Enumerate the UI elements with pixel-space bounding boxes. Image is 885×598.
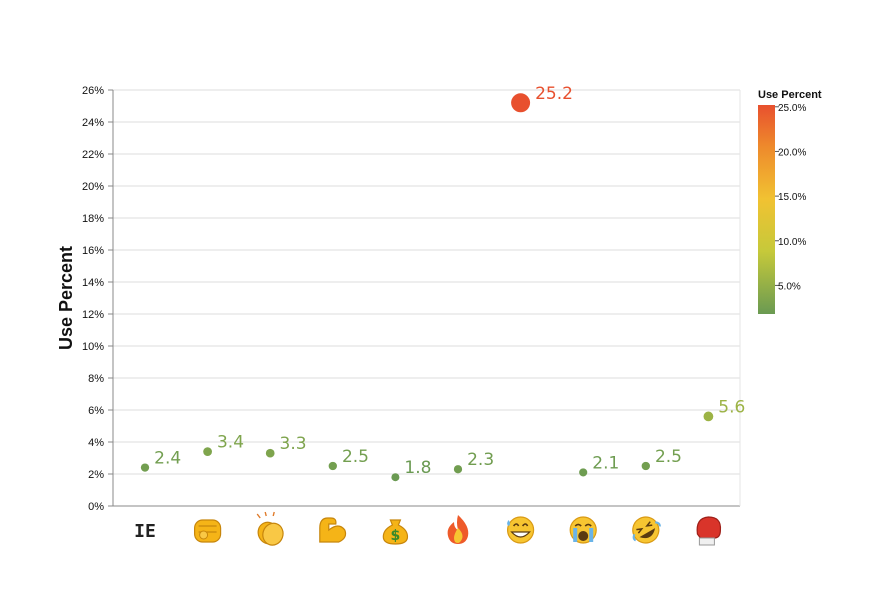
data-label: 2.3: [467, 450, 494, 470]
rolling-on-floor-laughing-emoji-icon: [632, 516, 661, 544]
y-axis-title: Use Percent: [56, 246, 76, 350]
y-tick-label: 20%: [82, 181, 104, 193]
legend-tick-label: 15.0%: [778, 192, 806, 203]
data-point: [511, 93, 531, 113]
data-label: 2.1: [592, 453, 619, 473]
legend-ticks: 25.0% 20.0% 15.0% 10.0% 5.0%: [775, 103, 806, 292]
legend-tick-label: 25.0%: [778, 103, 806, 114]
y-tick-label: 18%: [82, 213, 104, 225]
data-labels: 2.4 3.4 3.3 2.5 1.8 2.3 25.2 2.1 2.5 5.6: [154, 84, 745, 478]
color-legend: Use Percent 25.0% 20.0% 15.0% 10.0% 5.0%: [758, 89, 822, 314]
y-tick-label: 0%: [88, 501, 104, 513]
oncoming-fist-emoji-icon: [194, 519, 222, 543]
data-point: [265, 448, 275, 458]
legend-title: Use Percent: [758, 89, 822, 101]
y-tick-label: 14%: [82, 277, 104, 289]
axes: [108, 89, 741, 507]
clapping-hands-emoji-icon: [256, 511, 284, 546]
y-tick-label: 8%: [88, 373, 104, 385]
data-label: 2.5: [342, 447, 369, 467]
loudly-crying-emoji-icon: [569, 516, 597, 544]
boxing-glove-emoji-icon: [696, 516, 722, 546]
data-label: 2.4: [154, 449, 181, 469]
data-label: 25.2: [535, 84, 573, 104]
x-category-label: IE: [134, 521, 156, 542]
flexed-biceps-emoji-icon: [319, 517, 347, 543]
legend-tick-label: 20.0%: [778, 147, 806, 158]
y-tick-label: 2%: [88, 469, 104, 481]
data-points: [140, 93, 714, 482]
legend-tick-label: 10.0%: [778, 237, 806, 248]
data-label: 5.6: [718, 397, 745, 417]
grinning-sweat-emoji-icon: [506, 516, 535, 544]
data-point: [453, 465, 463, 474]
data-label: 3.3: [280, 434, 307, 454]
data-point: [703, 411, 714, 422]
y-tick-label: 26%: [82, 85, 104, 97]
fire-emoji-icon: [447, 515, 469, 544]
x-category-labels: IE $: [134, 511, 722, 546]
data-point: [391, 473, 400, 482]
data-label: 3.4: [217, 433, 244, 453]
money-bag-emoji-icon: $: [382, 519, 409, 545]
svg-text:$: $: [391, 528, 401, 544]
gridlines: [113, 89, 740, 507]
data-point: [328, 461, 337, 471]
data-label: 1.8: [404, 458, 431, 478]
y-tick-label: 22%: [82, 149, 104, 161]
y-tick-label: 6%: [88, 405, 104, 417]
y-tick-label: 12%: [82, 309, 104, 321]
legend-color-bar: [758, 105, 775, 314]
y-tick-label: 16%: [82, 245, 104, 257]
legend-tick-label: 5.0%: [778, 281, 801, 292]
y-tick-label: 4%: [88, 437, 104, 449]
y-tick-label: 24%: [82, 117, 104, 129]
data-point: [203, 447, 212, 456]
y-tick-label: 10%: [82, 341, 104, 353]
data-point: [140, 463, 150, 472]
data-label: 2.5: [655, 447, 682, 467]
data-point: [641, 461, 650, 471]
data-point: [579, 468, 588, 477]
y-tick-labels: 0% 2% 4% 6% 8% 10% 12% 14% 16% 18% 20% 22% 24% 26%: [82, 85, 104, 513]
